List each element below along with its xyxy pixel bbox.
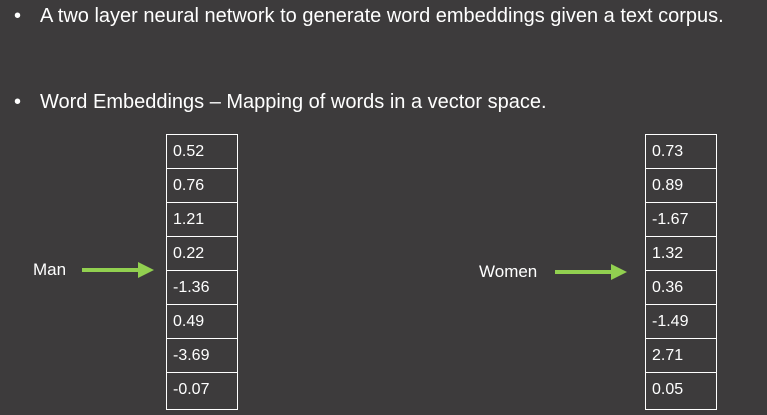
embedding-vector-man: 0.52 0.76 1.21 0.22 -1.36 0.49 -3.69 -0.… bbox=[166, 134, 238, 410]
bullet-text-word-embeddings: Word Embeddings – Mapping of words in a … bbox=[40, 91, 547, 113]
word-label-man: Man bbox=[33, 260, 67, 279]
vector-cell: -1.67 bbox=[646, 203, 716, 237]
vector-cell: 0.36 bbox=[646, 271, 716, 305]
arrow-right-icon bbox=[82, 262, 154, 278]
vector-cell: -1.49 bbox=[646, 305, 716, 339]
vector-cell: 0.22 bbox=[167, 237, 237, 271]
arrow-right-icon bbox=[555, 264, 627, 280]
bullet-marker: • bbox=[14, 5, 22, 27]
embedding-vector-women: 0.73 0.89 -1.67 1.32 0.36 -1.49 2.71 0.0… bbox=[645, 134, 717, 410]
bullet-marker: • bbox=[14, 91, 22, 113]
bullet-text-word2vec: A two layer neural network to generate w… bbox=[40, 5, 724, 27]
vector-cell: 0.76 bbox=[167, 169, 237, 203]
vector-cell: 1.32 bbox=[646, 237, 716, 271]
vector-cell: 0.05 bbox=[652, 381, 684, 398]
vector-cell: 0.89 bbox=[646, 169, 716, 203]
vector-cell: 0.52 bbox=[167, 135, 237, 169]
vector-cell: 1.21 bbox=[167, 203, 237, 237]
vector-cell: 0.73 bbox=[646, 135, 716, 169]
vector-cell: -3.69 bbox=[167, 339, 237, 373]
word-label-women: Women bbox=[479, 262, 538, 281]
vector-cell: 0.49 bbox=[167, 305, 237, 339]
vector-cell: -0.07 bbox=[173, 381, 210, 398]
vector-cell: -1.36 bbox=[167, 271, 237, 305]
vector-cell: 2.71 bbox=[646, 339, 716, 373]
